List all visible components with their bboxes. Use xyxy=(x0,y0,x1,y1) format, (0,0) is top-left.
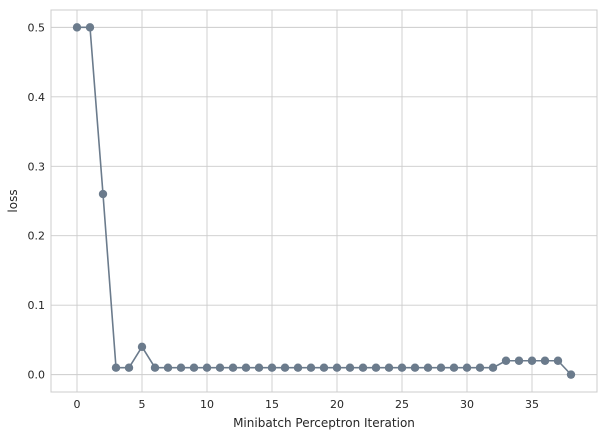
data-point xyxy=(345,363,355,372)
data-point xyxy=(475,363,485,372)
y-tick-label: 0.1 xyxy=(28,299,46,312)
plot-frame xyxy=(50,9,598,393)
data-point xyxy=(150,363,160,372)
x-tick-label: 35 xyxy=(525,398,539,411)
data-point xyxy=(423,363,433,372)
data-point xyxy=(280,363,290,372)
x-axis-label: Minibatch Perceptron Iteration xyxy=(233,416,415,430)
data-point xyxy=(514,356,524,365)
data-point xyxy=(163,363,173,372)
data-point xyxy=(254,363,264,372)
data-point xyxy=(98,189,108,199)
data-point xyxy=(306,363,316,372)
y-tick-label: 0.2 xyxy=(28,230,46,243)
data-point xyxy=(410,363,420,372)
plot-border xyxy=(50,9,598,393)
data-point xyxy=(462,363,472,372)
data-point xyxy=(319,363,329,372)
data-point xyxy=(85,23,95,32)
data-point xyxy=(267,363,277,372)
data-point xyxy=(527,356,537,365)
data-point xyxy=(384,363,394,372)
data-point xyxy=(241,363,251,372)
data-point xyxy=(124,363,134,372)
data-point xyxy=(332,363,342,372)
data-point xyxy=(397,363,407,372)
x-tick-label: 0 xyxy=(74,398,81,411)
x-tick-labels: 0 5 10 15 20 25 30 35 xyxy=(74,398,540,411)
loss-series xyxy=(72,23,576,379)
data-point xyxy=(540,356,550,365)
x-tick-label: 20 xyxy=(330,398,344,411)
data-point xyxy=(137,342,147,352)
data-point xyxy=(202,363,212,372)
data-point xyxy=(371,363,381,372)
y-tick-label: 0.4 xyxy=(28,91,46,104)
y-tick-label: 0.0 xyxy=(28,369,46,382)
x-tick-label: 25 xyxy=(395,398,409,411)
data-point xyxy=(501,356,511,365)
y-tick-label: 0.3 xyxy=(28,160,46,173)
data-point xyxy=(553,356,563,365)
x-tick-label: 5 xyxy=(139,398,146,411)
data-point xyxy=(436,363,446,372)
data-point xyxy=(293,363,303,372)
y-axis-label: loss xyxy=(6,189,20,212)
data-point xyxy=(111,363,121,372)
data-point xyxy=(449,363,459,372)
data-point xyxy=(566,370,576,379)
data-point xyxy=(488,363,498,372)
data-point xyxy=(72,23,82,32)
x-tick-label: 10 xyxy=(200,398,214,411)
x-tick-label: 30 xyxy=(460,398,474,411)
grid-lines xyxy=(51,10,597,392)
data-point xyxy=(176,363,186,372)
y-tick-labels: 0.0 0.1 0.2 0.3 0.4 0.5 xyxy=(28,21,46,381)
x-tick-label: 15 xyxy=(265,398,279,411)
data-point xyxy=(189,363,199,372)
plot-area xyxy=(51,10,597,392)
data-point xyxy=(228,363,238,372)
data-point xyxy=(215,363,225,372)
data-point xyxy=(358,363,368,372)
y-tick-label: 0.5 xyxy=(28,21,46,34)
